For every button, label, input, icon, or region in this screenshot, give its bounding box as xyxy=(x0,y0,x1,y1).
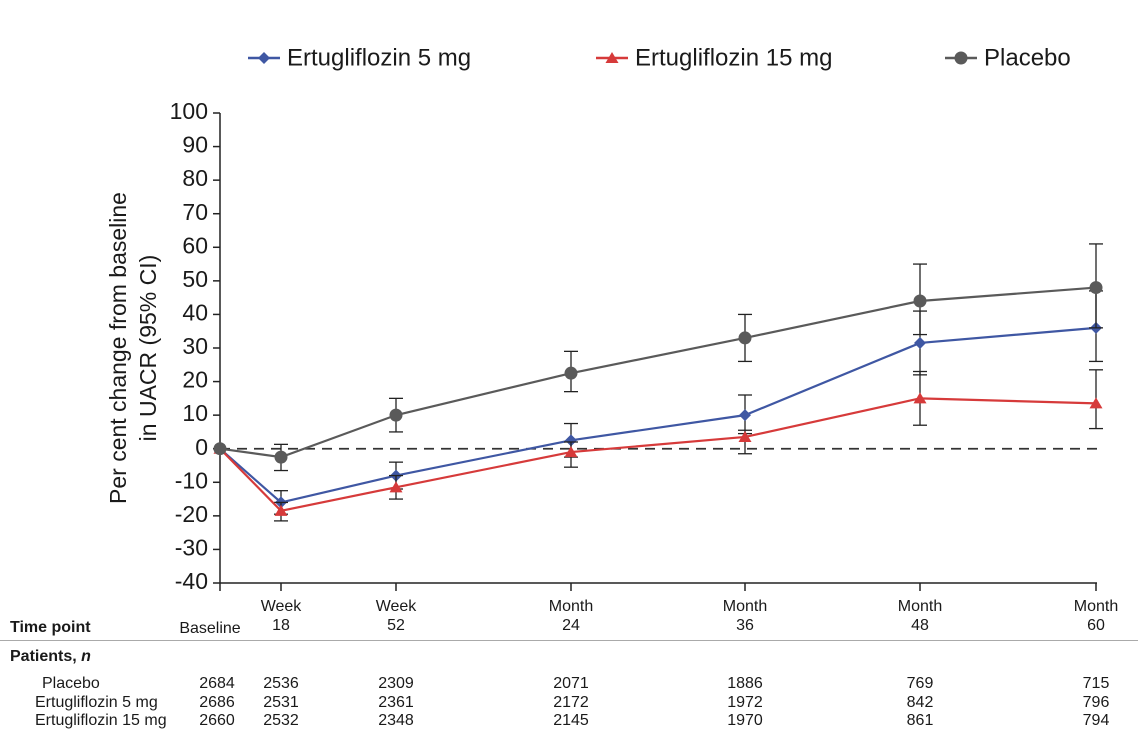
section-title: Patients, n xyxy=(10,648,91,666)
legend-label: Ertugliflozin 15 mg xyxy=(635,44,832,71)
series-line xyxy=(219,326,1097,504)
y-tick-label: -20 xyxy=(175,501,208,527)
x-tick-label: Month 36 xyxy=(722,598,768,634)
cell-value: 796 xyxy=(1082,694,1110,711)
cell-value: 2684 xyxy=(199,675,235,692)
point xyxy=(213,442,227,456)
y-tick-label: 40 xyxy=(182,300,208,326)
x-tick-label: Month 60 xyxy=(1073,598,1119,634)
legend-marker xyxy=(605,52,619,63)
cell-value: 2361 xyxy=(378,694,414,711)
legend-label: Ertugliflozin 5 mg xyxy=(287,44,471,71)
x-tick-label: Week 18 xyxy=(260,598,302,634)
cell-value: 794 xyxy=(1082,712,1110,729)
point xyxy=(564,446,578,458)
series-line xyxy=(219,286,1097,459)
table-header: Time point xyxy=(10,619,91,636)
y-tick-label: -40 xyxy=(175,568,208,594)
point xyxy=(564,366,578,380)
y-tick-label: 80 xyxy=(182,165,208,191)
y-tick-label: 0 xyxy=(195,434,208,460)
y-axis-label: in UACR (95% CI) xyxy=(135,255,161,442)
point xyxy=(274,504,288,516)
series-line xyxy=(219,397,1097,513)
cell-value: 1972 xyxy=(727,694,763,711)
section-label: Patients, xyxy=(10,648,77,665)
row-label: Ertugliflozin 15 mg xyxy=(35,712,167,729)
y-tick-label: 60 xyxy=(182,232,208,258)
y-tick-label: -10 xyxy=(175,467,208,493)
cell-value: 715 xyxy=(1082,675,1110,692)
cell-value: 2660 xyxy=(199,712,235,729)
point xyxy=(565,434,577,447)
point xyxy=(739,409,751,422)
point xyxy=(913,392,927,404)
legend-marker xyxy=(954,51,968,65)
cell-value: 769 xyxy=(906,675,934,692)
x-tick-label: Month 24 xyxy=(548,598,594,634)
point xyxy=(913,294,927,308)
y-tick-label: 70 xyxy=(182,199,208,225)
cell-value: 861 xyxy=(906,712,934,729)
legend-marker xyxy=(258,52,270,64)
point xyxy=(738,331,752,345)
point xyxy=(1089,397,1103,409)
cell-value: 2071 xyxy=(553,675,589,692)
point xyxy=(274,450,288,464)
cell-value: 2145 xyxy=(553,712,589,729)
cell-value: 2348 xyxy=(378,712,414,729)
x-tick-label: Week 52 xyxy=(375,598,417,634)
cell-value: 1970 xyxy=(727,712,763,729)
y-tick-label: -30 xyxy=(175,535,208,561)
point xyxy=(914,336,926,349)
separator xyxy=(0,640,1138,641)
cell-value: 2686 xyxy=(199,694,235,711)
y-tick-label: 30 xyxy=(182,333,208,359)
cell-value: 2172 xyxy=(553,694,589,711)
y-tick-label: 50 xyxy=(182,266,208,292)
y-tick-label: 90 xyxy=(182,132,208,158)
y-tick-label: 100 xyxy=(170,98,208,124)
cell-value: 2536 xyxy=(263,675,299,692)
y-tick-label: 20 xyxy=(182,367,208,393)
cell-value: 842 xyxy=(906,694,934,711)
x-tick-label: Month 48 xyxy=(897,598,943,634)
cell-value: 1886 xyxy=(727,675,763,692)
point xyxy=(389,481,403,493)
cell-value: 2309 xyxy=(378,675,414,692)
row-label: Placebo xyxy=(42,675,100,692)
section-variable: n xyxy=(81,648,91,665)
point xyxy=(389,408,403,422)
cell-value: 2531 xyxy=(263,694,299,711)
point xyxy=(738,430,752,442)
legend-label: Placebo xyxy=(984,44,1071,71)
x-tick-label: Baseline xyxy=(179,620,241,637)
y-tick-label: 10 xyxy=(182,400,208,426)
y-axis-label: Per cent change from baseline xyxy=(105,192,131,504)
cell-value: 2532 xyxy=(263,712,299,729)
row-label: Ertugliflozin 5 mg xyxy=(35,694,158,711)
point xyxy=(1089,281,1103,295)
